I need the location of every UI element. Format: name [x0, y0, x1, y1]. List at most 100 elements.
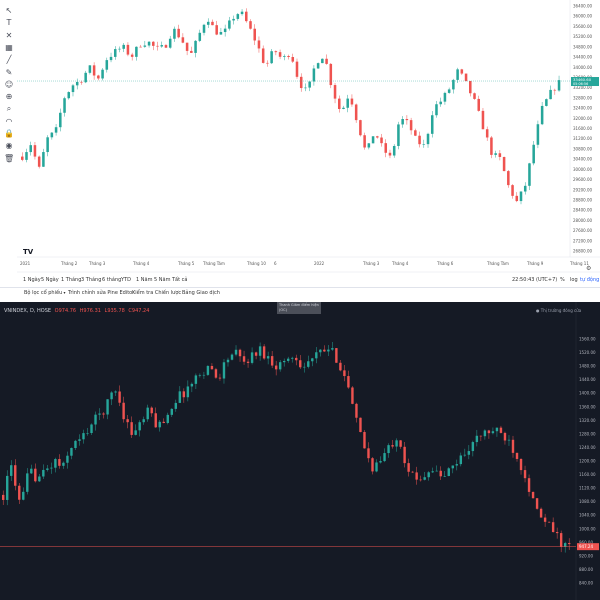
- candle-body: [323, 349, 326, 352]
- cursor-icon[interactable]: ↖: [5, 6, 13, 15]
- candle-body: [456, 69, 459, 80]
- candle-body: [547, 521, 551, 523]
- candle-body: [359, 120, 362, 136]
- price-tick-label: 1400.00: [579, 391, 596, 396]
- settings-gear-icon[interactable]: ⚙: [586, 265, 591, 272]
- candle-body: [122, 402, 125, 420]
- scale-button[interactable]: tự động: [580, 276, 599, 283]
- candle-body: [331, 348, 334, 350]
- tooltip: Thanh Giảm điểm hiện (OC): [277, 302, 321, 314]
- range-button[interactable]: 6 tháng: [102, 276, 121, 283]
- lock-icon[interactable]: 🔒: [4, 129, 14, 138]
- candle-body: [152, 41, 155, 46]
- candle-body: [335, 348, 338, 363]
- candle-body: [66, 455, 69, 463]
- candle-body: [262, 346, 266, 359]
- range-button[interactable]: YTD: [120, 277, 131, 283]
- emoji-icon[interactable]: ☺: [4, 79, 14, 89]
- top-chart-canvas[interactable]: 36400.00 36000.00 35600.00 35200.00 34800.00…: [17, 0, 600, 287]
- candle-body: [430, 115, 434, 134]
- candle-body: [359, 417, 362, 433]
- candle-body: [174, 402, 178, 409]
- magnet-icon[interactable]: ◠: [5, 116, 13, 126]
- candle-body: [409, 120, 413, 131]
- range-button[interactable]: 1 Tháng: [61, 276, 81, 283]
- price-tick-label: 1280.00: [579, 431, 596, 436]
- range-button[interactable]: 1 Năm: [136, 277, 153, 283]
- candle-body: [80, 81, 83, 83]
- candle-body: [354, 104, 358, 121]
- bottom-chart-canvas[interactable]: 1560.00 1520.00 1480.00 1440.00 1400.00 1360.…: [0, 302, 600, 600]
- brush-icon[interactable]: ✎: [5, 67, 13, 77]
- candle-body: [62, 462, 65, 466]
- candle-body: [261, 48, 265, 63]
- range-button[interactable]: 3 Tháng: [81, 276, 101, 283]
- bottom-chart-background: [0, 302, 600, 600]
- candle-body: [177, 28, 180, 38]
- tradingview-logo: TV: [23, 248, 34, 256]
- candle-body: [283, 56, 286, 57]
- candle-body: [291, 357, 294, 359]
- candle-body: [118, 48, 121, 50]
- ruler-icon[interactable]: ╱: [6, 55, 12, 65]
- trash-icon[interactable]: 🗑: [4, 153, 15, 163]
- candle-body: [515, 195, 519, 202]
- candle-body: [319, 349, 322, 353]
- candle-body: [278, 52, 282, 57]
- candle-body: [105, 60, 109, 70]
- tab-trading-panel[interactable]: Bảng Giao dịch: [182, 290, 220, 296]
- crossline-icon[interactable]: ✕: [5, 30, 13, 40]
- candle-body: [411, 471, 414, 473]
- candle-body: [304, 87, 307, 89]
- candle-body: [214, 369, 218, 378]
- candle-body: [181, 37, 185, 43]
- candle-body: [507, 439, 511, 441]
- candle-body: [379, 461, 382, 463]
- price-tick-label: 34400.00: [573, 55, 593, 60]
- eye-icon[interactable]: ◉: [5, 141, 13, 151]
- tab-strategy-tester[interactable]: Kiểm tra Chiến lược: [132, 290, 182, 296]
- last-price-badge: [571, 77, 599, 87]
- clock: 22:50:43 (UTC+7): [512, 277, 557, 283]
- pattern-icon[interactable]: ▦: [5, 42, 13, 52]
- candle-body: [110, 392, 113, 400]
- candle-body: [312, 68, 316, 82]
- tab-pine-editor[interactable]: Trình chỉnh sửa Pine Editor: [68, 290, 135, 296]
- range-button[interactable]: 1 Ngày: [23, 276, 41, 283]
- time-tick-label: Tháng Tám: [202, 261, 225, 266]
- candle-body: [405, 119, 409, 121]
- candle-body: [407, 463, 410, 472]
- text-icon[interactable]: T: [6, 18, 12, 28]
- candle-body: [494, 153, 497, 155]
- scale-button[interactable]: %: [560, 277, 565, 283]
- candle-body: [245, 11, 248, 22]
- time-tick-label: 6: [274, 261, 277, 266]
- candle-body: [387, 445, 390, 454]
- scale-button[interactable]: log: [570, 277, 578, 283]
- tab-stock-screener[interactable]: Bộ lọc cổ phiếu: [24, 290, 66, 296]
- range-button[interactable]: 5 Năm: [154, 277, 171, 283]
- candle-body: [236, 14, 240, 19]
- candle-body: [367, 448, 370, 459]
- candle-body: [135, 46, 138, 57]
- zoom-icon[interactable]: ⌕: [6, 104, 12, 114]
- price-tick-label: 28000.00: [573, 218, 593, 223]
- candle-body: [42, 152, 45, 167]
- range-button[interactable]: 5 Ngày: [41, 276, 59, 283]
- candle-body: [106, 399, 109, 415]
- candle-body: [337, 98, 341, 109]
- candle-body: [498, 153, 502, 158]
- candle-body: [469, 80, 472, 94]
- candle-body: [483, 430, 487, 437]
- candle-body: [75, 81, 79, 86]
- measure-icon[interactable]: ⊕: [5, 92, 13, 102]
- candle-body: [50, 132, 54, 138]
- candle-body: [523, 185, 527, 192]
- range-button[interactable]: Tất cả: [171, 276, 187, 283]
- symbol-name[interactable]: VNINDEX, D, HOSE: [4, 308, 52, 314]
- time-tick-label: Tháng 10: [246, 261, 266, 266]
- candle-body: [350, 98, 354, 105]
- candle-body: [443, 92, 447, 102]
- time-tick-label: Tháng 3: [88, 261, 106, 266]
- candle-body: [535, 498, 539, 509]
